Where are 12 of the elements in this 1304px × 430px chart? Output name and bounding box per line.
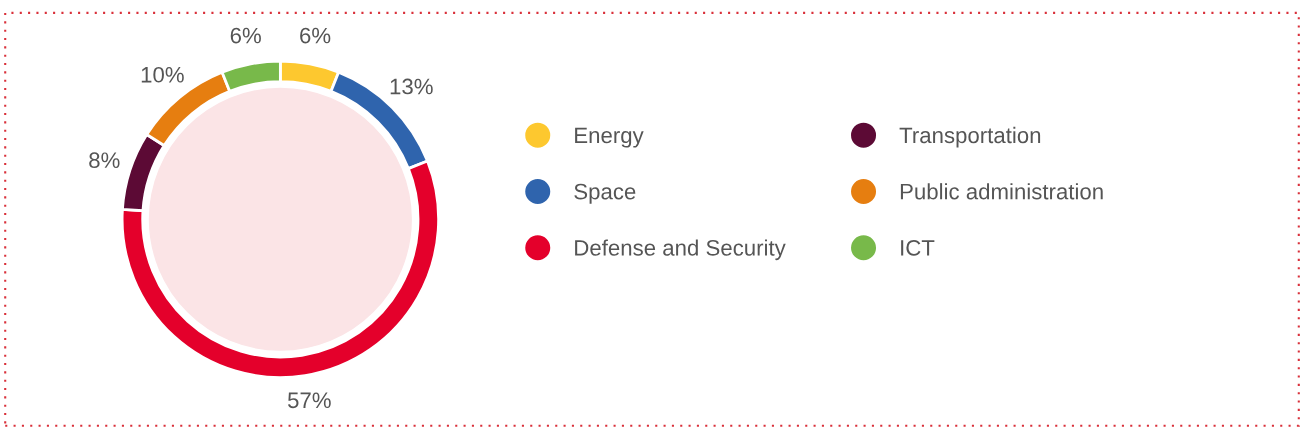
legend-label: Defense and Security (575, 239, 786, 261)
legend-label: Transportation (899, 126, 1041, 148)
data-label: 6% (230, 27, 261, 44)
legend-label: Space (574, 183, 636, 204)
data-label: 6% (300, 27, 331, 44)
data-label: 57% (287, 392, 331, 409)
legend-label: Public administration (900, 183, 1103, 200)
legend-label: ICT (901, 240, 935, 256)
data-label: 13% (390, 78, 433, 95)
data-label: 10% (141, 66, 184, 83)
legend-label: Energy (575, 127, 644, 148)
data-label: 8% (89, 152, 120, 169)
